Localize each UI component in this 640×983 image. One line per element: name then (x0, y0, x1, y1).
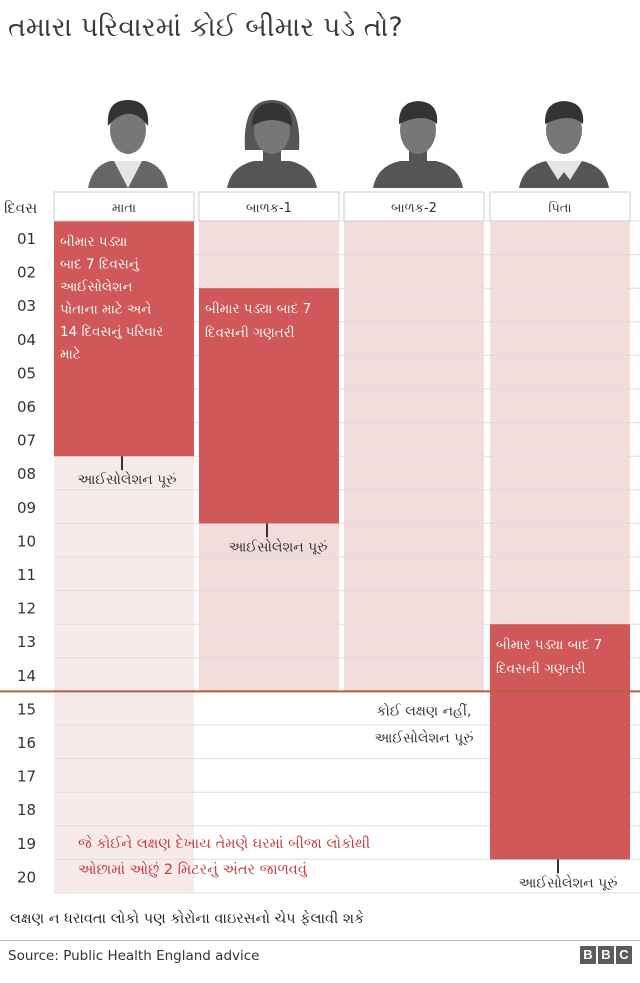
day-label: 11 (17, 566, 36, 584)
no-symptom-label: કોઈ લક્ષણ નહીં, (377, 702, 472, 719)
column-header: પિતા (548, 200, 571, 216)
no-symptom-label: આઈસોલેશન પૂરું (374, 729, 473, 746)
bar-label: દિવસની ગણતરી (496, 661, 586, 677)
column-header: બાળક-2 (391, 201, 437, 216)
day-label: 12 (17, 600, 36, 618)
day-label: 16 (17, 734, 36, 752)
day-label: 02 (17, 264, 36, 282)
figure-body (519, 161, 609, 188)
day-label: 08 (17, 465, 36, 483)
isolation-bar (54, 221, 194, 457)
day-label: 07 (17, 432, 36, 450)
figure-collar (546, 161, 582, 180)
bbc-logo-letter: C (616, 946, 632, 964)
figure-head (110, 106, 146, 154)
bar-label: માટે (60, 345, 81, 362)
column-header-box (198, 191, 340, 222)
isolation-end-label: આઈસોલેશન પૂરું (518, 874, 617, 891)
distance-note: ઓછામાં ઓછું 2 મિટરનું અંતર જાળવવું (78, 860, 308, 878)
day-label: 05 (17, 364, 36, 382)
row-header: દિવસ (4, 199, 37, 217)
day-label: 04 (17, 331, 36, 349)
bbc-logo-letter: B (580, 946, 596, 964)
figure-body (227, 161, 317, 188)
child-short-hair-icon (373, 101, 463, 188)
isolation-bar (490, 624, 630, 860)
man-collar-icon (519, 101, 609, 188)
bar-label: આઈસોલેશન (60, 278, 133, 295)
day-label: 03 (17, 297, 36, 315)
day-label: 15 (17, 700, 36, 718)
woman-short-hair-icon (88, 100, 168, 188)
figure-hair-top (544, 101, 584, 124)
isolation-end-label: આઈસોલેશન પૂરું (77, 471, 176, 488)
day-label: 06 (17, 398, 36, 416)
day-label: 17 (17, 768, 36, 786)
distance-note: જે કોઈને લક્ષણ દેખાય તેમણે ઘરમાં બીજા લો… (78, 833, 370, 852)
column-header-box (489, 191, 631, 222)
bbc-logo-letter: B (598, 946, 614, 964)
figure-neckline (114, 161, 142, 188)
bar-label: 14 દિવસનું પરિવાર (60, 324, 163, 340)
day-label: 20 (17, 868, 36, 886)
day-label: 10 (17, 532, 36, 550)
bbc-logo: B B C (580, 946, 632, 964)
figure-hair-top (252, 103, 292, 126)
isolation-bar (199, 288, 339, 524)
day-label: 01 (17, 230, 36, 248)
bar-label: દિવસની ગણતરી (205, 325, 295, 341)
day-label: 09 (17, 499, 36, 517)
figure-hair-top (107, 100, 149, 126)
bar-label: બાદ 7 દિવસનું (60, 257, 140, 273)
bar-label: બીમાર પડ્યા (60, 234, 127, 250)
column-header-box (53, 191, 195, 222)
chart-title: તમારા પરિવારમાં કોઈ બીમાર પડે તો? (8, 12, 403, 43)
day-label: 19 (17, 835, 36, 853)
isolation-end-label: આઈસોલેશન પૂરું (228, 538, 327, 555)
footnote: લક્ષણ ન ધરાવતા લોકો પણ કોરોના વાઇરસનો ચે… (10, 911, 365, 927)
bar-label: બીમાર પડ્યા બાદ 7 (205, 301, 311, 317)
column-header: માતા (112, 201, 136, 216)
child-bob-hair-icon (227, 100, 317, 188)
source-text: Source: Public Health England advice (8, 948, 260, 964)
figure-body (373, 161, 463, 188)
day-label: 14 (17, 667, 36, 685)
day-label: 13 (17, 633, 36, 651)
day-label: 18 (17, 801, 36, 819)
column-header-box (343, 191, 485, 222)
column-header: બાળક-1 (246, 201, 292, 216)
bar-label: પોતાના માટે અને (60, 300, 151, 317)
bar-label: બીમાર પડ્યા બાદ 7 (496, 637, 602, 653)
figure-hair-top (398, 101, 438, 124)
source-divider (0, 940, 640, 941)
